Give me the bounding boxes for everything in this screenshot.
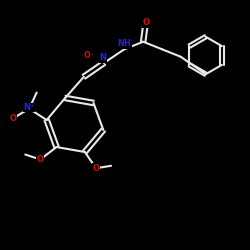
Text: NH: NH xyxy=(118,39,131,48)
Text: O: O xyxy=(142,18,149,28)
Text: N⁺: N⁺ xyxy=(24,103,35,112)
Text: O: O xyxy=(37,155,44,164)
Text: O: O xyxy=(92,164,100,173)
Text: O: O xyxy=(10,114,16,123)
Text: N: N xyxy=(99,54,106,62)
Text: O⁻: O⁻ xyxy=(84,52,95,60)
